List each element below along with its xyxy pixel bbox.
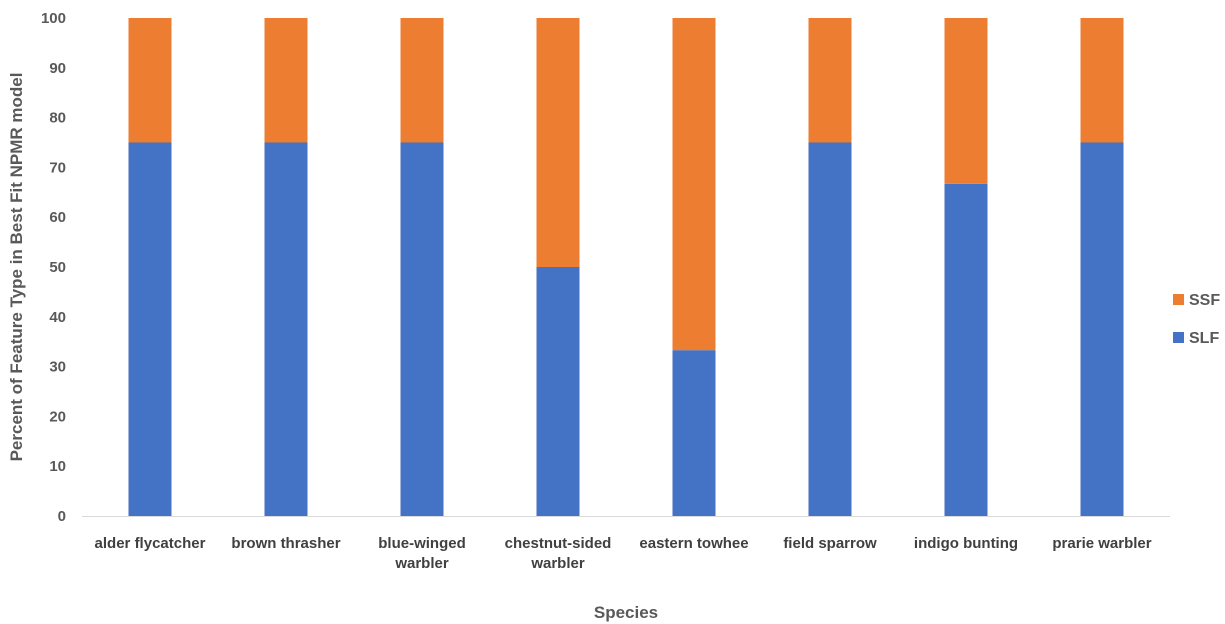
y-tick-label: 30 <box>49 359 66 376</box>
bar-segment-slf <box>400 142 444 516</box>
y-tick-label: 40 <box>49 309 66 326</box>
legend-label-ssf: SSF <box>1189 292 1220 309</box>
bar-segment-ssf <box>128 18 172 143</box>
y-axis: 0 10 20 30 40 50 60 70 80 90 100 <box>41 10 66 525</box>
legend-swatch-slf <box>1173 332 1184 343</box>
x-tick-label: chestnut-sided warbler <box>505 535 612 572</box>
y-tick-label: 90 <box>49 60 66 77</box>
x-tick-label: field sparrow <box>783 535 877 552</box>
bar-segment-ssf <box>264 18 308 143</box>
bar-segment-slf <box>128 142 172 516</box>
x-tick-label: prarie warbler <box>1052 535 1151 552</box>
x-tick-label: eastern towhee <box>639 535 748 552</box>
bar-segment-ssf <box>536 18 580 267</box>
bar-segment-slf <box>264 142 308 516</box>
bar-segment-slf <box>808 142 852 516</box>
bar-segment-ssf <box>944 18 988 184</box>
y-tick-label: 20 <box>49 408 66 425</box>
bars <box>128 18 1124 517</box>
bar-segment-ssf <box>1080 18 1124 143</box>
y-tick-label: 70 <box>49 159 66 176</box>
bar-segment-ssf <box>672 18 716 351</box>
y-tick-label: 50 <box>49 259 66 276</box>
y-tick-label: 100 <box>41 10 66 27</box>
bar-segment-ssf <box>808 18 852 143</box>
legend-swatch-ssf <box>1173 294 1184 305</box>
y-axis-title: Percent of Feature Type in Best Fit NPMR… <box>7 73 26 462</box>
y-tick-label: 60 <box>49 209 66 226</box>
legend-label-slf: SLF <box>1189 330 1219 347</box>
bar-segment-ssf <box>400 18 444 143</box>
y-tick-label: 0 <box>58 508 66 525</box>
bar-segment-slf <box>1080 142 1124 516</box>
x-tick-label: indigo bunting <box>914 535 1018 552</box>
legend: SSF SLF <box>1173 292 1220 347</box>
bar-segment-slf <box>944 183 988 517</box>
x-tick-label: alder flycatcher <box>95 535 206 552</box>
x-axis-title: Species <box>594 603 658 622</box>
bar-segment-slf <box>672 350 716 516</box>
bar-segment-slf <box>536 267 580 516</box>
y-tick-label: 80 <box>49 110 66 127</box>
x-tick-label: brown thrasher <box>231 535 340 552</box>
x-tick-label: blue-winged warbler <box>378 535 466 572</box>
y-tick-label: 10 <box>49 458 66 475</box>
x-axis: alder flycatcher brown thrasher blue-winge… <box>95 535 1152 572</box>
